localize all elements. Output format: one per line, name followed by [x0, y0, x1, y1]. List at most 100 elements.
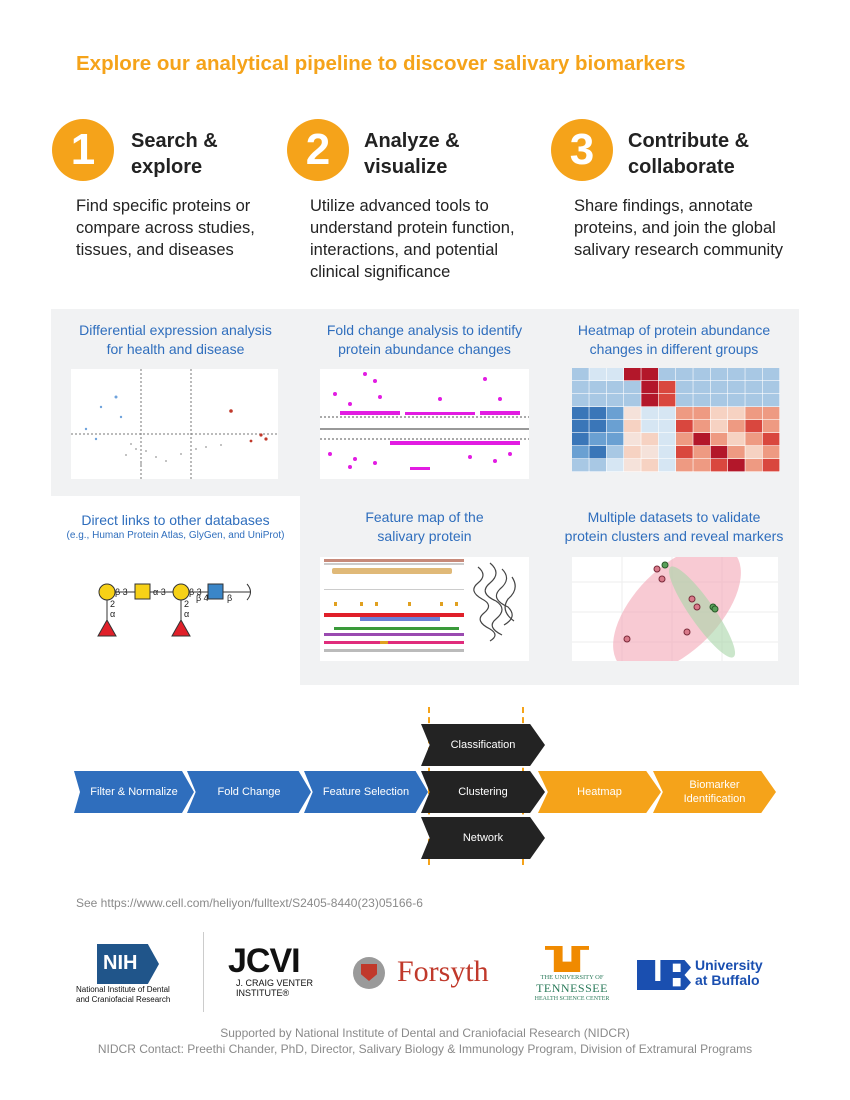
tile-multiple-datasets[interactable]: Multiple datasets to validate protein clu… [549, 496, 799, 685]
heatmap-cell [710, 446, 728, 459]
heatmap-cell [745, 459, 763, 472]
heatmap-cell [762, 394, 780, 407]
heatmap-cell [624, 368, 641, 381]
heatmap-cell [762, 446, 780, 459]
tile-title: Multiple datasets to validate protein clu… [564, 509, 784, 544]
heatmap-cell [658, 446, 676, 459]
pipeline-step-classification[interactable]: Classification [421, 724, 545, 766]
tile-title: Differential expression analysis for heal… [79, 322, 272, 357]
heatmap-cell [745, 394, 763, 407]
heatmap-cell [658, 381, 676, 394]
glycan-structure-thumbnail: β 3 α 3 β 3 β 4 β 2 α 2 α [71, 558, 277, 660]
glycan-structure-graphic [97, 583, 251, 637]
heatmap-cell [693, 394, 711, 407]
tile-database-links[interactable]: Direct links to other databases (e.g., H… [51, 496, 300, 685]
heatmap-cell [728, 368, 745, 381]
pipeline-step-heatmap[interactable]: Heatmap [538, 771, 661, 813]
heatmap-cell [589, 433, 607, 446]
heatmap-cell [762, 433, 780, 446]
tile-feature-map[interactable]: Feature map of the salivary protein [300, 496, 549, 685]
heatmap-cell [589, 446, 607, 459]
step-3-number-badge: 3 [551, 119, 613, 181]
heatmap-cell [693, 446, 711, 459]
ub-logo[interactable]: University at Buffalo [637, 958, 782, 994]
heatmap-cell [572, 433, 589, 446]
heatmap-cell [710, 381, 728, 394]
heatmap-cell [728, 394, 745, 407]
feature-map-graphic [324, 559, 516, 652]
heatmap-cell [745, 407, 763, 420]
heatmap-cell [762, 459, 780, 472]
step-1-title: Search & explore [131, 130, 218, 178]
step-3-title: Contribute & collaborate [628, 130, 750, 178]
heatmap-cell [710, 459, 728, 472]
pipeline-step-feature-selection[interactable]: Feature Selection [304, 771, 428, 813]
pipeline-step-biomarker-identification[interactable]: Biomarker Identification [653, 771, 776, 813]
heatmap-cell [710, 407, 728, 420]
heatmap-cell [762, 381, 780, 394]
heatmap-cell [676, 394, 693, 407]
pipeline-step-fold-change[interactable]: Fold Change [187, 771, 311, 813]
heatmap-cell [658, 407, 676, 420]
heatmap-cell [745, 446, 763, 459]
heatmap-cell [624, 420, 641, 433]
heatmap-cell [676, 446, 693, 459]
fold-change-plot-thumbnail [320, 369, 529, 479]
heatmap-cell [641, 381, 659, 394]
pipeline-step-network[interactable]: Network [421, 817, 545, 859]
heatmap-cell [658, 420, 676, 433]
nih-institute-name: National Institute of Dental and Craniofa… [76, 985, 171, 1004]
heatmap-cell [572, 394, 589, 407]
tile-subtitle: (e.g., Human Protein Atlas, GlyGen, and … [66, 530, 285, 541]
page-headline: Explore our analytical pipeline to disco… [76, 52, 686, 75]
tile-fold-change[interactable]: Fold change analysis to identify protein … [300, 309, 549, 496]
heatmap-cell [728, 381, 745, 394]
heatmap-cell [572, 459, 589, 472]
pipeline-step-clustering[interactable]: Clustering [421, 771, 545, 813]
jcvi-logo[interactable]: JCVI J. CRAIG VENTER INSTITUTE® [228, 944, 338, 1004]
tile-title: Direct links to other databases [81, 512, 270, 528]
heatmap-cell [762, 368, 780, 381]
heatmap-cell [728, 433, 745, 446]
heatmap-cell [710, 420, 728, 433]
nih-mark-text: NIH [103, 952, 138, 974]
cluster-plot-graphic [572, 545, 778, 673]
heatmap-cell [606, 381, 624, 394]
heatmap-cell [641, 394, 659, 407]
jcvi-wordmark: JCVI [228, 942, 301, 980]
heatmap-cell [728, 459, 745, 472]
heatmap-cell [745, 368, 763, 381]
nih-logo[interactable]: NIH National Institute of Dental and Cran… [76, 944, 206, 1009]
tile-title: Heatmap of protein abundance changes in d… [577, 322, 771, 357]
pipeline-step-filter-normalize[interactable]: Filter & Normalize [74, 771, 194, 813]
nih-chevron-mark: NIH [97, 944, 159, 984]
heatmap-cell [710, 368, 728, 381]
tile-heatmap[interactable]: Heatmap of protein abundance changes in d… [549, 309, 799, 496]
heatmap-cell [658, 433, 676, 446]
heatmap-cell [710, 394, 728, 407]
ut-hsc-logo[interactable]: THE UNIVERSITY OF TENNESSEE HEALTH SCIEN… [527, 946, 617, 1006]
heatmap-cell [589, 394, 607, 407]
heatmap-cell [641, 420, 659, 433]
citation-link[interactable]: See https://www.cell.com/heliyon/fulltex… [76, 896, 423, 910]
ub-mark-icon [637, 960, 666, 990]
heatmap-cell [624, 459, 641, 472]
heatmap-cell [624, 394, 641, 407]
heatmap-cell [728, 420, 745, 433]
heatmap-cell [589, 368, 607, 381]
heatmap-cell [676, 433, 693, 446]
heatmap-cell [606, 407, 624, 420]
heatmap-cell [693, 459, 711, 472]
volcano-plot-graphic [71, 369, 278, 479]
heatmap-cell [589, 407, 607, 420]
forsyth-seal-icon [353, 957, 385, 989]
tile-title: Fold change analysis to identify protein … [326, 322, 523, 357]
heatmap-cell [693, 381, 711, 394]
heatmap-cell [589, 420, 607, 433]
heatmap-cell [606, 420, 624, 433]
heatmap-cell [745, 433, 763, 446]
forsyth-logo[interactable]: Forsyth [353, 955, 513, 995]
heatmap-cell [745, 420, 763, 433]
tile-differential-expression[interactable]: Differential expression analysis for heal… [51, 309, 300, 496]
heatmap-cell [572, 381, 589, 394]
